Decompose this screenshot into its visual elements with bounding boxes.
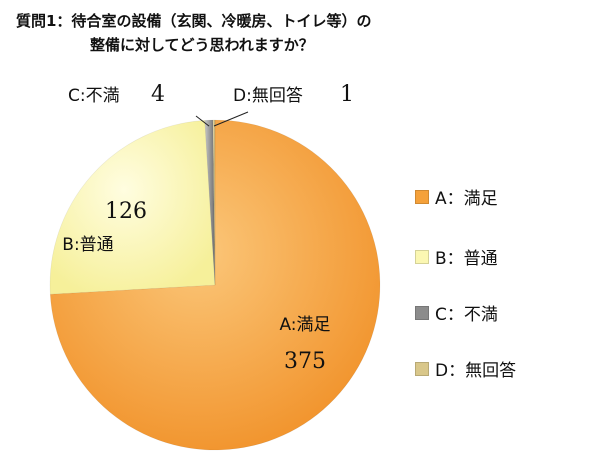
legend-swatch	[415, 361, 429, 376]
question-line-2: 整備に対してどう思われますか？	[90, 36, 314, 54]
legend-label: A：満足	[435, 189, 498, 209]
pie-slice-d	[212, 119, 216, 286]
slice-value-d: 1	[340, 82, 354, 107]
pie-slice-a	[49, 119, 381, 451]
legend-item-b: B：普通	[415, 244, 498, 269]
pie-slice-b	[49, 119, 216, 295]
slice-value-a: 375	[284, 349, 326, 374]
legend-label: D：無回答	[435, 361, 517, 381]
leader-line-c	[195, 115, 210, 127]
slice-label-b: B:普通	[62, 235, 113, 255]
legend-item-c: C：不満	[415, 300, 498, 325]
slice-label-d: D:無回答	[233, 86, 303, 106]
legend-swatch	[415, 305, 429, 320]
legend-swatch	[415, 189, 429, 204]
slice-value-c: 4	[151, 82, 165, 107]
legend-item-a: A：満足	[415, 184, 498, 209]
legend-label: B：普通	[435, 249, 498, 269]
slice-value-b: 126	[105, 199, 147, 224]
slice-label-a: A:満足	[279, 315, 330, 335]
slice-label-c: C:不満	[68, 86, 120, 106]
question-line-1: 質問1：待合室の設備（玄関、冷暖房、トイレ等）の	[16, 12, 372, 30]
legend-swatch	[415, 249, 429, 264]
legend-label: C：不満	[435, 305, 498, 325]
leader-line-d	[213, 111, 249, 127]
pie-slice-c	[204, 119, 216, 286]
legend-item-d: D：無回答	[415, 356, 516, 381]
